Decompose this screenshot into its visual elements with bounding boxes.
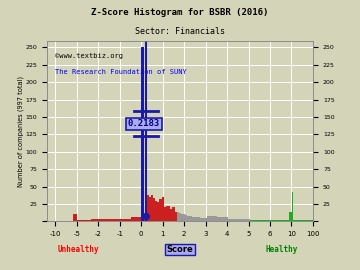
Text: Z-Score Histogram for BSBR (2016): Z-Score Histogram for BSBR (2016) <box>91 8 269 17</box>
Bar <box>73 214 77 221</box>
Bar <box>204 218 207 221</box>
Text: Score: Score <box>167 245 193 254</box>
Text: ©www.textbiz.org: ©www.textbiz.org <box>55 53 123 59</box>
Bar <box>147 195 149 221</box>
Bar <box>144 213 147 221</box>
Text: 0.2183: 0.2183 <box>128 120 160 129</box>
Bar <box>77 220 84 221</box>
Bar <box>109 219 120 221</box>
Bar <box>196 217 198 221</box>
Bar <box>194 217 196 221</box>
Bar <box>168 206 170 221</box>
Bar <box>149 197 151 221</box>
Bar <box>249 220 260 221</box>
Bar <box>275 220 289 221</box>
Bar <box>185 215 188 221</box>
Bar <box>289 212 292 221</box>
Bar <box>183 214 185 221</box>
Bar <box>239 219 249 221</box>
Bar <box>188 216 189 221</box>
Bar <box>131 217 141 221</box>
Bar <box>84 220 91 221</box>
Text: Healthy: Healthy <box>265 245 297 254</box>
Bar <box>153 198 155 221</box>
Bar <box>177 212 179 221</box>
Text: Sector: Financials: Sector: Financials <box>135 27 225 36</box>
Bar <box>292 192 293 221</box>
Bar <box>151 195 153 221</box>
Bar <box>159 199 162 221</box>
Bar <box>166 206 168 221</box>
Bar <box>179 213 181 221</box>
Bar <box>175 212 177 221</box>
Y-axis label: Number of companies (997 total): Number of companies (997 total) <box>17 75 24 187</box>
Bar <box>198 217 200 221</box>
Bar <box>164 207 166 221</box>
Bar <box>157 202 159 221</box>
Bar <box>189 216 192 221</box>
Bar <box>172 207 175 221</box>
Bar <box>260 220 270 221</box>
Bar <box>200 218 202 221</box>
Bar <box>217 217 228 221</box>
Bar <box>91 219 98 221</box>
Bar <box>228 219 239 221</box>
Bar <box>98 219 109 221</box>
Bar <box>202 218 204 221</box>
Bar <box>170 209 172 221</box>
Bar <box>270 220 275 221</box>
Bar <box>207 216 217 221</box>
Bar <box>192 217 194 221</box>
Text: Unhealthy: Unhealthy <box>58 245 100 254</box>
Bar <box>141 48 144 221</box>
Bar <box>293 220 313 221</box>
Bar <box>162 197 164 221</box>
Bar <box>120 219 131 221</box>
Bar <box>181 214 183 221</box>
Bar <box>155 201 157 221</box>
Text: The Research Foundation of SUNY: The Research Foundation of SUNY <box>55 69 186 75</box>
